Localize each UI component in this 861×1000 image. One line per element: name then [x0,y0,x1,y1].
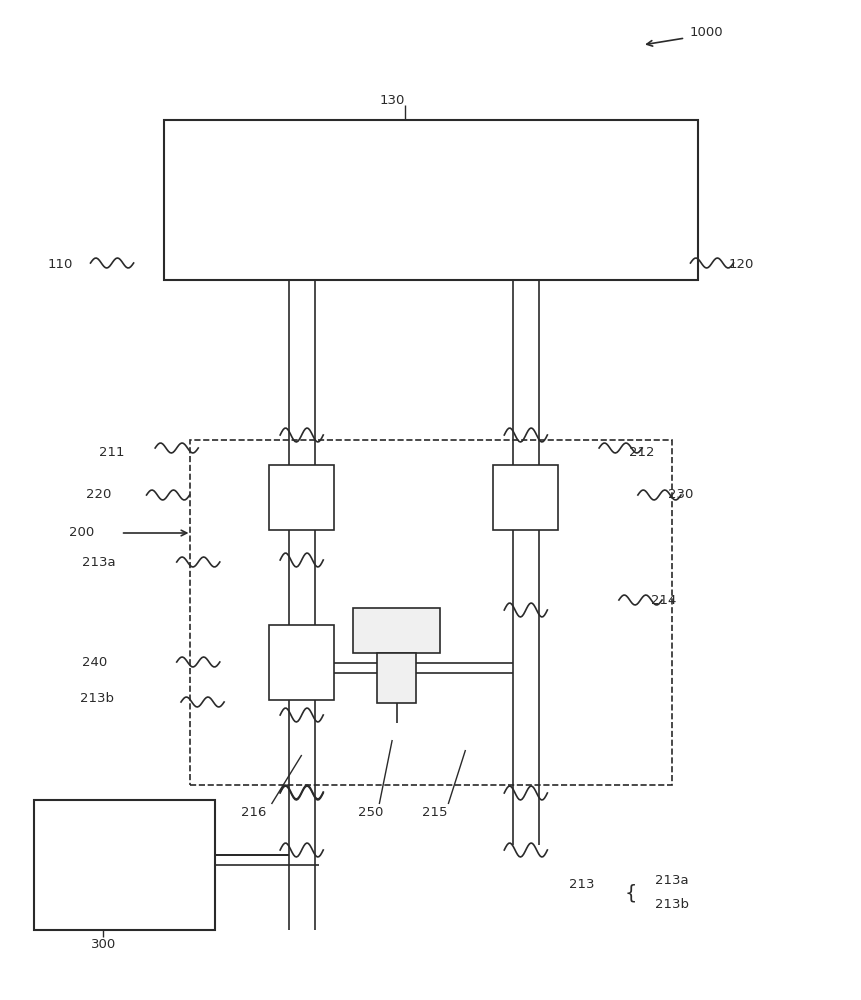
Text: 1000: 1000 [689,25,722,38]
Text: 200: 200 [69,526,94,540]
Text: 230: 230 [667,488,692,502]
Text: {: { [624,884,636,902]
Text: 212: 212 [629,446,654,458]
Text: 240: 240 [82,656,107,668]
Text: 220: 220 [86,488,111,502]
FancyBboxPatch shape [34,800,215,930]
Text: 211: 211 [99,446,125,458]
FancyBboxPatch shape [376,652,415,702]
Text: 213a: 213a [654,874,688,886]
Text: 216: 216 [241,806,266,818]
Text: 250: 250 [357,806,382,818]
Text: 213: 213 [568,879,594,892]
FancyBboxPatch shape [269,625,333,700]
Text: 213b: 213b [80,692,114,704]
FancyBboxPatch shape [269,465,333,530]
FancyBboxPatch shape [164,120,697,280]
Text: 213a: 213a [82,556,115,570]
Text: 130: 130 [379,94,405,106]
Text: 300: 300 [90,938,116,952]
Text: 110: 110 [47,258,72,271]
Text: 214: 214 [650,593,675,606]
FancyBboxPatch shape [353,608,439,652]
Text: 120: 120 [728,258,753,271]
Text: 213b: 213b [654,898,688,912]
Text: 215: 215 [422,806,448,818]
FancyBboxPatch shape [492,465,558,530]
